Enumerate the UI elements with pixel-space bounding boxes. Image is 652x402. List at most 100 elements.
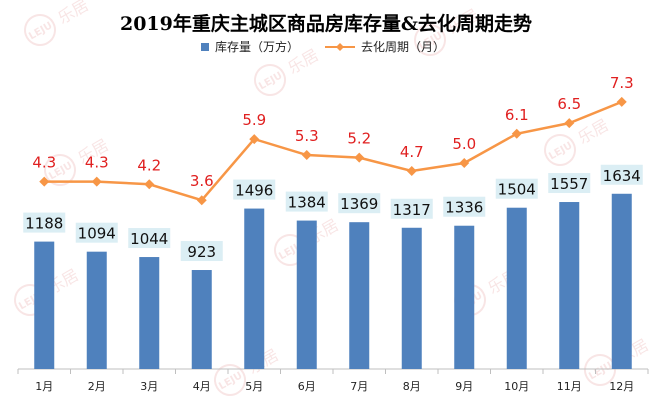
bar-value-label: 1044: [130, 230, 168, 248]
category-label: 4月: [193, 380, 211, 393]
bar-value-label: 1557: [550, 175, 588, 193]
category-label: 12月: [609, 380, 634, 393]
line-point-9: [459, 157, 470, 168]
bar-1: [34, 241, 55, 369]
line-point-5: [249, 134, 260, 145]
watermark-logo-text: LEJU: [27, 20, 54, 42]
bar-value-label: 1496: [235, 182, 273, 200]
bar-label-box: [285, 191, 328, 212]
category-label: 7月: [350, 380, 368, 393]
line-point-12: [616, 96, 627, 107]
bar-label-box: [600, 164, 643, 185]
line-value-label: 5.3: [295, 127, 319, 145]
bar-label-box: [338, 193, 381, 214]
bar-label-box: [443, 196, 486, 217]
category-labels: 1月 2月 3月 4月 5月 6月 7月 8月 9月 10月 11月 12月: [35, 380, 634, 393]
line-point-6: [301, 150, 312, 161]
legend-line-label: 去化周期（月）: [361, 40, 445, 54]
line-value-label: 6.5: [557, 95, 581, 113]
category-label: 8月: [403, 380, 421, 393]
category-label: 11月: [557, 380, 582, 393]
legend: 库存量（万方） 去化周期（月）: [201, 39, 445, 54]
legend-bar-swatch: [201, 43, 209, 51]
watermark-logo-ring: [544, 134, 576, 166]
x-axis-ticks: [17, 369, 649, 374]
watermark-text: 乐居: [55, 0, 92, 28]
line-value-label: 5.2: [347, 130, 371, 148]
line-value-labels: 4.3 4.3 4.2 3.6 5.9 5.3 5.2 4.7 5.0 6.1 6.5 7.3: [32, 74, 633, 190]
bar-8: [401, 227, 422, 369]
line-value-label: 4.2: [137, 156, 161, 174]
bar-12: [611, 193, 632, 369]
bar-value-labels: 1188 1094 1044 923 1496 1384 1369 1317 1336 1504 1…: [23, 164, 643, 262]
bar-value-label: 1369: [340, 195, 378, 213]
watermark-logo-text: LEJU: [257, 70, 284, 92]
bar-value-label: 1634: [603, 167, 641, 185]
bar-value-label: 923: [187, 243, 216, 261]
bar-2: [86, 251, 107, 369]
watermark-logo-ring: [414, 24, 446, 56]
bar-value-label: 1336: [445, 199, 483, 217]
line-series: [39, 96, 627, 206]
category-label: 10月: [504, 380, 529, 393]
watermark-logo-ring: [44, 154, 76, 186]
bar-4: [191, 270, 212, 369]
line-value-label: 4.7: [400, 143, 424, 161]
line-point-11: [564, 118, 575, 129]
line-value-label: 4.3: [85, 154, 109, 172]
bar-value-label: 1317: [393, 201, 431, 219]
bar-10: [506, 207, 527, 369]
watermark-logo-ring: [24, 14, 56, 46]
chart-title: 2019年重庆主城区商品房库存量&去化周期走势: [120, 12, 532, 35]
bar-label-box: [495, 178, 538, 199]
line-value-label: 7.3: [610, 74, 634, 92]
line-path: [44, 100, 623, 202]
bar-label-box: [128, 228, 171, 249]
line-point-1: [39, 176, 50, 187]
category-label: 5月: [245, 380, 263, 393]
bar-label-box: [180, 241, 223, 262]
line-value-label: 5.0: [452, 135, 476, 153]
bar-label-box: [23, 212, 66, 233]
bar-7: [349, 222, 370, 369]
bar-label-box: [390, 198, 433, 219]
bar-label-box: [233, 179, 276, 200]
category-label: 3月: [140, 380, 158, 393]
category-label: 9月: [455, 380, 473, 393]
bar-6: [296, 220, 317, 369]
watermark-logo-text: LEJU: [217, 370, 244, 392]
category-label: 2月: [88, 380, 106, 393]
bar-11: [559, 202, 580, 369]
line-point-4: [196, 195, 207, 206]
line-value-label: 5.9: [242, 111, 266, 129]
bar-value-label: 1504: [498, 181, 536, 199]
line-point-2: [91, 176, 102, 187]
bar-3: [139, 257, 160, 369]
watermark-logo-ring: [254, 64, 286, 96]
bar-label-box: [75, 222, 118, 243]
bar-series: [34, 193, 632, 369]
bar-5: [244, 208, 265, 369]
bar-value-label: 1094: [78, 225, 116, 243]
line-point-7: [354, 152, 365, 163]
bar-value-label: 1384: [288, 194, 326, 212]
line-point-10: [511, 128, 522, 139]
category-label: 6月: [298, 380, 316, 393]
line-value-label: 4.3: [32, 154, 56, 172]
watermark-logo-ring: [214, 364, 246, 396]
watermark-text: 乐居: [575, 115, 612, 147]
bar-label-box: [548, 173, 591, 194]
legend-bar-label: 库存量（万方）: [215, 39, 299, 54]
line-value-label: 3.6: [190, 172, 214, 190]
line-value-label: 6.1: [505, 106, 529, 124]
category-label: 1月: [35, 380, 53, 393]
bar-9: [454, 225, 475, 369]
line-point-8: [406, 165, 417, 176]
legend-line-marker: [336, 43, 344, 51]
watermark-logo-text: LEJU: [547, 140, 574, 162]
line-point-3: [144, 179, 155, 190]
bar-value-label: 1188: [25, 215, 63, 233]
